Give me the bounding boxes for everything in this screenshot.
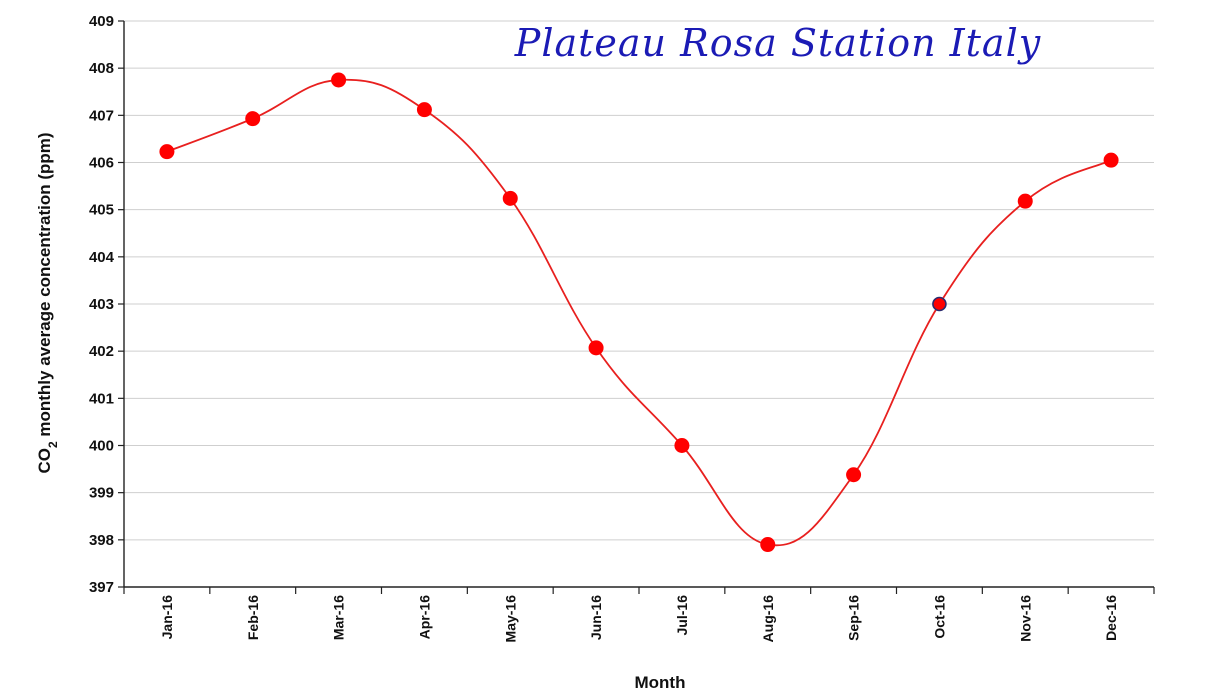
x-tick-label: Sep-16 [846,595,862,641]
y-tick-label: 405 [89,202,114,219]
y-tick-label: 400 [89,438,114,455]
x-tick-label: Jan-16 [159,595,175,640]
x-tick-label: Jul-16 [674,595,690,636]
y-tick-label: 407 [89,107,114,124]
x-tick-label: Oct-16 [931,595,947,639]
x-tick-label: Mar-16 [331,595,347,640]
x-tick-label: Aug-16 [760,595,776,643]
chart-title: Plateau Rosa Station Italy [514,21,1041,65]
y-tick-label: 399 [89,485,114,502]
data-point [331,72,347,88]
x-tick-label: Apr-16 [416,595,432,640]
y-tick-labels: 397 398 399 400 401 402 403 404 405 406 407 408 409 [89,13,115,596]
data-point [416,102,432,118]
y-tick-label: 404 [89,249,115,266]
x-tick-label: Dec-16 [1103,595,1119,641]
data-point [932,296,947,312]
y-tick-label: 403 [89,296,114,313]
y-tick-label: 406 [89,155,114,172]
x-tick-label: Feb-16 [245,595,261,640]
y-tick-label: 409 [89,13,114,30]
data-point [1017,193,1033,209]
data-point [245,111,261,127]
data-point [159,144,175,160]
y-axis-title: CO2 monthly average concentration (ppm) [35,132,60,473]
y-tick-label: 397 [89,579,114,596]
x-tick-label: May-16 [502,595,518,643]
grid-lines [118,20,1154,588]
axes [123,21,1155,594]
x-axis-title: Month [635,673,686,692]
x-tick-label: Nov-16 [1017,595,1033,642]
data-point [760,537,776,553]
y-axis-title-suffix: monthly average concentration (ppm) [35,132,54,441]
y-tick-label: 402 [89,343,114,360]
series-line [166,78,1112,547]
y-tick-label: 398 [89,532,114,549]
data-point [502,190,518,206]
data-point [846,467,862,483]
data-points [159,72,1119,553]
y-axis-title-subscript: 2 [46,441,60,448]
data-point [588,340,604,356]
y-tick-label: 408 [89,60,114,77]
y-axis-title-prefix: CO [35,448,54,474]
x-tick-labels: Jan-16 Feb-16 Mar-16 Apr-16 May-16 Jun-16 Jul-… [159,595,1119,643]
data-point [674,438,690,453]
data-point [1103,152,1119,168]
x-tick-label: Jun-16 [588,595,604,640]
y-tick-label: 401 [89,390,114,407]
